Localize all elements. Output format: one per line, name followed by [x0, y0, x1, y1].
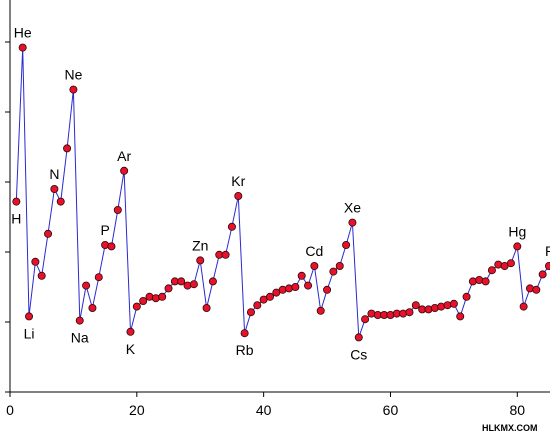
data-point — [506, 259, 515, 268]
data-point — [221, 250, 230, 259]
data-point — [113, 205, 122, 214]
element-label-ne: Ne — [64, 67, 82, 83]
data-point — [291, 282, 300, 291]
data-point — [227, 222, 236, 231]
data-point — [139, 296, 148, 305]
data-point — [44, 229, 53, 238]
data-point — [177, 277, 186, 286]
x-tick-label: 80 — [510, 402, 526, 418]
data-point — [532, 285, 541, 294]
x-tick-label: 60 — [383, 402, 399, 418]
data-point — [69, 85, 78, 94]
element-label-h: H — [11, 211, 21, 227]
data-point — [75, 316, 84, 325]
data-point — [50, 184, 59, 193]
data-point — [132, 302, 141, 311]
data-point — [82, 281, 91, 290]
data-points — [12, 43, 550, 342]
data-point — [94, 273, 103, 282]
data-point — [196, 256, 205, 265]
data-point — [240, 329, 249, 338]
data-point — [63, 144, 72, 153]
element-label-hg: Hg — [508, 223, 526, 239]
element-label-zn: Zn — [192, 237, 208, 253]
data-point — [88, 303, 97, 312]
element-label-p: P — [100, 222, 109, 238]
data-point — [348, 218, 357, 227]
axes — [5, 0, 550, 393]
data-point — [12, 197, 21, 206]
credit-text: HLKMX.COM — [482, 423, 538, 433]
data-point — [265, 292, 274, 301]
element-label-xe: Xe — [344, 200, 361, 216]
data-point — [310, 261, 319, 270]
data-point — [120, 166, 129, 175]
element-label-n: N — [49, 166, 59, 182]
data-point — [18, 43, 27, 52]
data-point — [253, 301, 262, 310]
x-tick-label: 40 — [256, 402, 272, 418]
element-label-he: He — [14, 25, 32, 41]
data-point — [456, 312, 465, 321]
data-point — [25, 312, 34, 321]
data-point — [487, 266, 496, 275]
element-labels: H He Li N Ne Na P Ar K Zn Kr Rb Cd Xe Cs Hg R — [11, 25, 550, 363]
data-point — [304, 281, 313, 290]
x-tick-label: 0 — [6, 402, 14, 418]
data-point — [164, 284, 173, 293]
data-point — [31, 257, 40, 266]
data-point — [107, 242, 116, 251]
element-label-rb: Rb — [236, 342, 254, 358]
data-point — [329, 267, 338, 276]
data-point — [342, 240, 351, 249]
data-point — [361, 315, 370, 324]
data-point — [126, 327, 135, 336]
data-point — [449, 299, 458, 308]
data-point — [411, 301, 420, 310]
element-label-k: K — [126, 341, 136, 357]
data-point — [37, 271, 46, 280]
data-point — [56, 197, 65, 206]
element-label-na: Na — [71, 330, 89, 346]
data-point — [202, 303, 211, 312]
data-point — [538, 270, 547, 279]
data-point — [208, 277, 217, 286]
element-label-li: Li — [24, 325, 35, 341]
data-point — [335, 261, 344, 270]
element-label-cs: Cs — [350, 346, 367, 362]
element-label-kr: Kr — [231, 173, 245, 189]
data-point — [519, 302, 528, 311]
data-point — [545, 262, 550, 270]
data-point — [246, 308, 255, 317]
data-point — [481, 277, 490, 286]
data-point — [323, 285, 332, 294]
x-axis-ticks: 0 20 40 60 80 — [6, 392, 525, 418]
data-point — [316, 306, 325, 315]
data-point — [405, 308, 414, 317]
element-label-cd: Cd — [305, 243, 323, 259]
data-point — [513, 242, 522, 251]
element-label-r: R — [545, 243, 550, 259]
data-point — [189, 280, 198, 289]
data-point — [297, 271, 306, 280]
data-point — [462, 292, 471, 301]
x-tick-label: 20 — [129, 402, 145, 418]
data-point — [234, 191, 243, 200]
data-point — [158, 292, 167, 301]
element-label-ar: Ar — [117, 148, 131, 164]
data-point — [354, 333, 363, 342]
